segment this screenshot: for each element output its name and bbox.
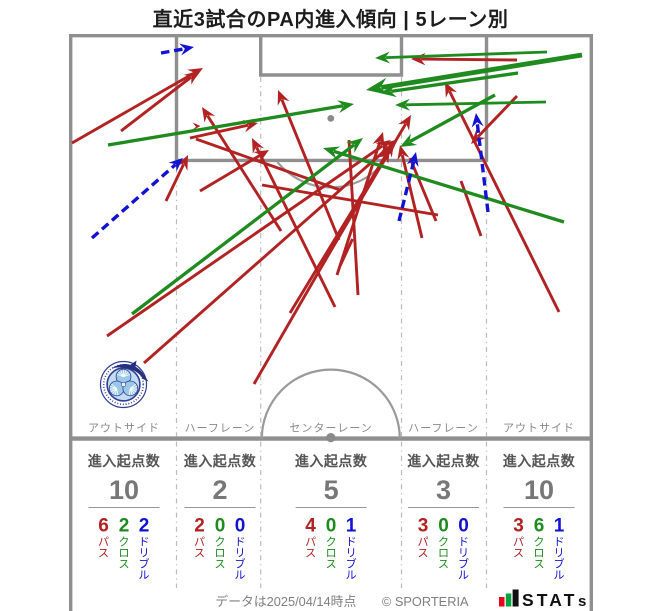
svg-text:0: 0 <box>326 516 337 537</box>
svg-text:ス: ス <box>305 548 316 560</box>
svg-text:パ: パ <box>194 536 205 549</box>
svg-text:ド: ド <box>235 537 246 549</box>
svg-text:ド: ド <box>458 537 469 549</box>
svg-text:リ: リ <box>235 548 246 560</box>
svg-text:ス: ス <box>418 548 429 560</box>
svg-text:ド: ド <box>554 537 565 549</box>
svg-text:ロ: ロ <box>119 548 130 560</box>
svg-text:s: s <box>578 593 586 610</box>
svg-text:1: 1 <box>554 516 565 537</box>
svg-text:2: 2 <box>212 475 227 505</box>
svg-text:パ: パ <box>513 536 524 549</box>
svg-text:10: 10 <box>524 475 554 505</box>
svg-text:ス: ス <box>194 548 205 560</box>
svg-text:ス: ス <box>215 559 226 571</box>
svg-text:ロ: ロ <box>534 548 545 560</box>
svg-text:1: 1 <box>346 516 357 537</box>
svg-text:進入起点数: 進入起点数 <box>503 453 576 469</box>
svg-text:6: 6 <box>534 516 545 537</box>
svg-text:進入起点数: 進入起点数 <box>407 453 480 469</box>
svg-text:ク: ク <box>119 536 130 549</box>
svg-text:ス: ス <box>98 548 109 560</box>
svg-text:ハーフレーン: ハーフレーン <box>408 423 479 435</box>
svg-text:3: 3 <box>436 475 451 505</box>
svg-text:10: 10 <box>109 475 139 505</box>
svg-text:ル: ル <box>554 570 565 582</box>
svg-text:ド: ド <box>139 537 150 549</box>
svg-text:4: 4 <box>305 516 316 537</box>
svg-text:ブ: ブ <box>235 557 246 571</box>
svg-text:ル: ル <box>139 570 150 582</box>
svg-text:ロ: ロ <box>438 548 449 560</box>
svg-text:進入起点数: 進入起点数 <box>295 453 368 469</box>
svg-text:ブ: ブ <box>554 557 565 571</box>
svg-text:リ: リ <box>458 548 469 560</box>
svg-text:ク: ク <box>215 536 226 549</box>
svg-text:ド: ド <box>346 537 357 549</box>
svg-text:ル: ル <box>458 570 469 582</box>
svg-text:リ: リ <box>139 548 150 560</box>
svg-text:ロ: ロ <box>215 548 226 560</box>
svg-text:ク: ク <box>438 536 449 549</box>
svg-text:アウトサイド: アウトサイド <box>88 422 160 435</box>
svg-text:リ: リ <box>554 548 565 560</box>
svg-text:3: 3 <box>513 516 524 537</box>
svg-text:5: 5 <box>324 475 339 505</box>
svg-text:ク: ク <box>534 536 545 549</box>
svg-text:データは2025/04/14時点 © SPORTERIA: データは2025/04/14時点 © SPORTERIA <box>215 594 469 609</box>
svg-text:2: 2 <box>119 516 130 537</box>
svg-text:ブ: ブ <box>346 557 357 571</box>
svg-text:3: 3 <box>418 516 429 537</box>
svg-text:進入起点数: 進入起点数 <box>184 453 257 469</box>
svg-text:ス: ス <box>119 559 130 571</box>
svg-text:ス: ス <box>534 559 545 571</box>
svg-text:ブ: ブ <box>458 557 469 571</box>
svg-text:ハーフレーン: ハーフレーン <box>185 423 256 435</box>
svg-text:2: 2 <box>139 516 150 537</box>
svg-text:ル: ル <box>346 570 357 582</box>
svg-text:6: 6 <box>98 516 109 537</box>
svg-text:0: 0 <box>235 516 246 537</box>
svg-text:アウトサイド: アウトサイド <box>503 422 575 435</box>
svg-text:0: 0 <box>438 516 449 537</box>
svg-text:パ: パ <box>418 536 429 549</box>
svg-text:ブ: ブ <box>139 557 150 571</box>
svg-text:2: 2 <box>194 516 205 537</box>
svg-text:STAT: STAT <box>522 590 578 610</box>
svg-text:ス: ス <box>438 559 449 571</box>
svg-text:リ: リ <box>346 548 357 560</box>
svg-text:ス: ス <box>326 559 337 571</box>
svg-text:ロ: ロ <box>326 548 337 560</box>
svg-text:パ: パ <box>98 536 109 549</box>
svg-text:ス: ス <box>513 548 524 560</box>
svg-text:センターレーン: センターレーン <box>289 422 372 435</box>
svg-text:0: 0 <box>215 516 226 537</box>
svg-text:直近3試合のPA内進入傾向 | 5レーン別: 直近3試合のPA内進入傾向 | 5レーン別 <box>153 7 509 31</box>
svg-text:ル: ル <box>235 570 246 582</box>
svg-text:0: 0 <box>458 516 469 537</box>
svg-text:ク: ク <box>326 536 337 549</box>
svg-text:進入起点数: 進入起点数 <box>88 453 161 469</box>
svg-text:パ: パ <box>305 536 316 549</box>
